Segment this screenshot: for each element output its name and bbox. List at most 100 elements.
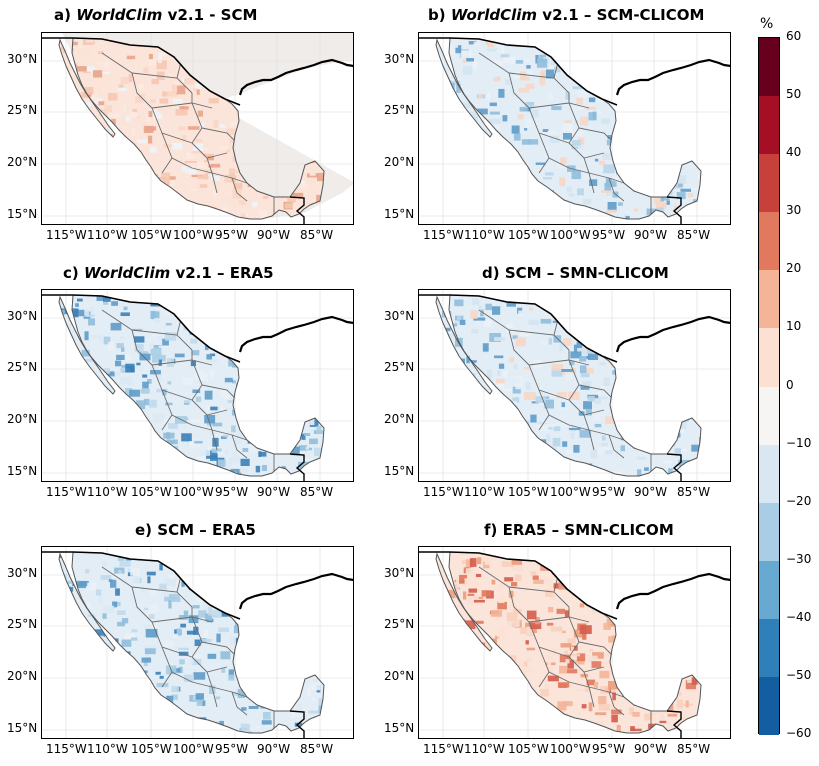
anomaly-cell <box>586 65 593 74</box>
anomaly-cell <box>467 677 473 684</box>
anomaly-cell <box>683 617 696 625</box>
anomaly-cell <box>76 66 87 72</box>
anomaly-cell <box>163 732 168 733</box>
anomaly-cell <box>701 659 713 661</box>
anomaly-cell <box>577 658 585 665</box>
longitude-tick-label: 110°W <box>87 228 128 242</box>
anomaly-cell <box>97 62 104 65</box>
anomaly-cell <box>699 557 701 562</box>
anomaly-cell <box>250 565 258 572</box>
state-boundary <box>206 157 213 174</box>
anomaly-cell <box>316 577 324 584</box>
anomaly-cell <box>509 218 520 219</box>
anomaly-cell <box>511 444 521 453</box>
anomaly-cell <box>593 110 601 115</box>
anomaly-cell <box>195 139 203 143</box>
colorbar <box>758 37 780 736</box>
anomaly-cell <box>203 630 209 638</box>
anomaly-cell <box>595 98 605 103</box>
anomaly-cell <box>93 70 103 78</box>
anomaly-cell <box>199 639 212 642</box>
anomaly-cell <box>565 659 570 664</box>
anomaly-cell <box>85 66 95 72</box>
latitude-tick-label: 15°N <box>384 464 415 478</box>
anomaly-cell <box>470 186 479 191</box>
state-boundary <box>231 434 248 459</box>
anomaly-cell <box>312 678 321 685</box>
longitude-tick-label: 95°W <box>215 228 249 242</box>
anomaly-cell <box>526 610 537 620</box>
anomaly-cell <box>514 191 524 197</box>
anomaly-cell <box>132 575 141 584</box>
anomaly-cell <box>162 91 169 97</box>
anomaly-cell <box>327 430 336 436</box>
anomaly-cell <box>135 459 141 466</box>
anomaly-cell <box>185 735 191 738</box>
anomaly-cell <box>498 363 505 369</box>
anomaly-cell <box>242 396 249 404</box>
anomaly-cell <box>664 662 669 668</box>
anomaly-cell <box>321 668 324 677</box>
anomaly-cell <box>211 341 218 349</box>
anomaly-cell <box>663 460 672 464</box>
anomaly-cell <box>629 707 634 715</box>
anomaly-cell <box>533 699 546 705</box>
panel-title: a) WorldClim v2.1 - SCM <box>54 6 257 24</box>
anomaly-cell <box>451 410 458 418</box>
anomaly-cell <box>284 448 289 451</box>
anomaly-cell <box>326 436 331 445</box>
anomaly-cell <box>579 355 587 362</box>
anomaly-cell <box>173 724 180 727</box>
anomaly-cell <box>154 737 158 739</box>
anomaly-cell <box>255 596 262 603</box>
anomaly-cell <box>316 411 323 414</box>
anomaly-cell <box>685 638 692 641</box>
anomaly-cell <box>258 209 268 219</box>
anomaly-cell <box>510 680 518 684</box>
anomaly-cell <box>215 696 221 700</box>
anomaly-cell <box>219 470 229 476</box>
anomaly-cell <box>129 680 139 689</box>
anomaly-cell <box>517 114 524 120</box>
anomaly-cell <box>106 371 115 376</box>
anomaly-cell <box>473 41 481 46</box>
anomaly-cell <box>195 83 202 90</box>
anomaly-cell <box>658 52 669 58</box>
anomaly-cell <box>280 599 284 608</box>
anomaly-cell <box>441 137 447 143</box>
anomaly-cell <box>436 336 439 343</box>
anomaly-cell <box>158 475 167 476</box>
anomaly-cell <box>616 668 626 674</box>
anomaly-cell <box>96 655 109 662</box>
anomaly-cell <box>136 362 141 366</box>
anomaly-cell <box>699 720 701 728</box>
anomaly-cell <box>692 396 701 401</box>
anomaly-cell <box>625 211 632 216</box>
anomaly-cell <box>567 638 576 644</box>
anomaly-cell <box>644 331 648 340</box>
anomaly-cell <box>184 399 191 404</box>
anomaly-cell <box>617 154 623 163</box>
anomaly-cell <box>463 591 467 600</box>
anomaly-cell <box>158 335 163 341</box>
anomaly-cell <box>567 49 579 54</box>
anomaly-cell <box>72 361 80 367</box>
anomaly-cell <box>558 581 567 590</box>
anomaly-cell <box>326 398 336 407</box>
southern-border <box>289 453 305 481</box>
anomaly-cell <box>444 375 456 383</box>
anomaly-cell <box>645 481 649 482</box>
anomaly-cell <box>171 719 176 728</box>
anomaly-cell <box>199 565 211 571</box>
anomaly-cell <box>600 328 608 334</box>
anomaly-cell <box>158 440 163 444</box>
anomaly-cell <box>103 301 109 305</box>
anomaly-cell <box>295 403 303 409</box>
anomaly-cell <box>146 571 156 576</box>
anomaly-cell <box>233 182 243 190</box>
anomaly-cell <box>508 716 517 723</box>
anomaly-cell <box>613 311 620 320</box>
anomaly-cell <box>483 479 488 482</box>
anomaly-cell <box>158 354 166 362</box>
anomaly-cell <box>161 172 171 181</box>
